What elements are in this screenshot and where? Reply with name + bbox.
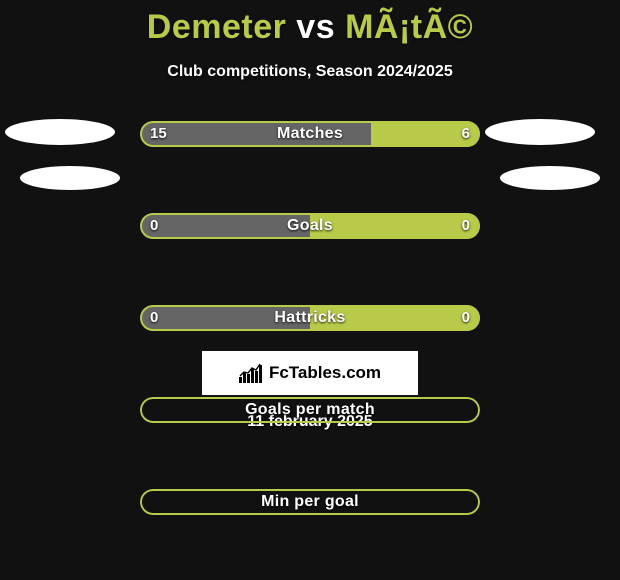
- stat-label: Hattricks: [140, 305, 480, 331]
- stat-row: Hattricks0 0: [0, 305, 620, 331]
- stat-row: Goals per match: [0, 397, 620, 423]
- player-placeholder-ellipse: [5, 119, 115, 145]
- player-placeholder-ellipse: [20, 166, 120, 190]
- stat-row: Min per goal: [0, 489, 620, 515]
- stat-label: Goals: [140, 213, 480, 239]
- subtitle: Club competitions, Season 2024/2025: [0, 63, 620, 81]
- stat-label: Matches: [140, 121, 480, 147]
- title-player1: Demeter: [147, 8, 287, 46]
- page-title: Demeter vs MÃ¡tÃ©: [0, 0, 620, 47]
- stat-value-right: 6: [462, 121, 470, 147]
- title-vs: vs: [296, 8, 335, 46]
- stat-value-right: 0: [462, 305, 470, 331]
- logo-text: FcTables.com: [269, 363, 381, 383]
- stat-label: Goals per match: [140, 397, 480, 423]
- stat-row: Goals0 0: [0, 213, 620, 239]
- logo: FcTables.com: [239, 363, 381, 383]
- bar-chart-icon: [239, 363, 263, 383]
- player-placeholder-ellipse: [500, 166, 600, 190]
- stat-label: Min per goal: [140, 489, 480, 515]
- stat-value-left: 0: [150, 213, 158, 239]
- stat-value-left: 0: [150, 305, 158, 331]
- player-placeholder-ellipse: [485, 119, 595, 145]
- title-player2: MÃ¡tÃ©: [345, 8, 473, 46]
- stat-value-right: 0: [462, 213, 470, 239]
- logo-box: FcTables.com: [202, 351, 418, 395]
- stat-value-left: 15: [150, 121, 167, 147]
- stat-rows: Matches156Goals00Hattricks00Goals per ma…: [0, 121, 620, 331]
- comparison-container: Demeter vs MÃ¡tÃ© Club competitions, Sea…: [0, 0, 620, 431]
